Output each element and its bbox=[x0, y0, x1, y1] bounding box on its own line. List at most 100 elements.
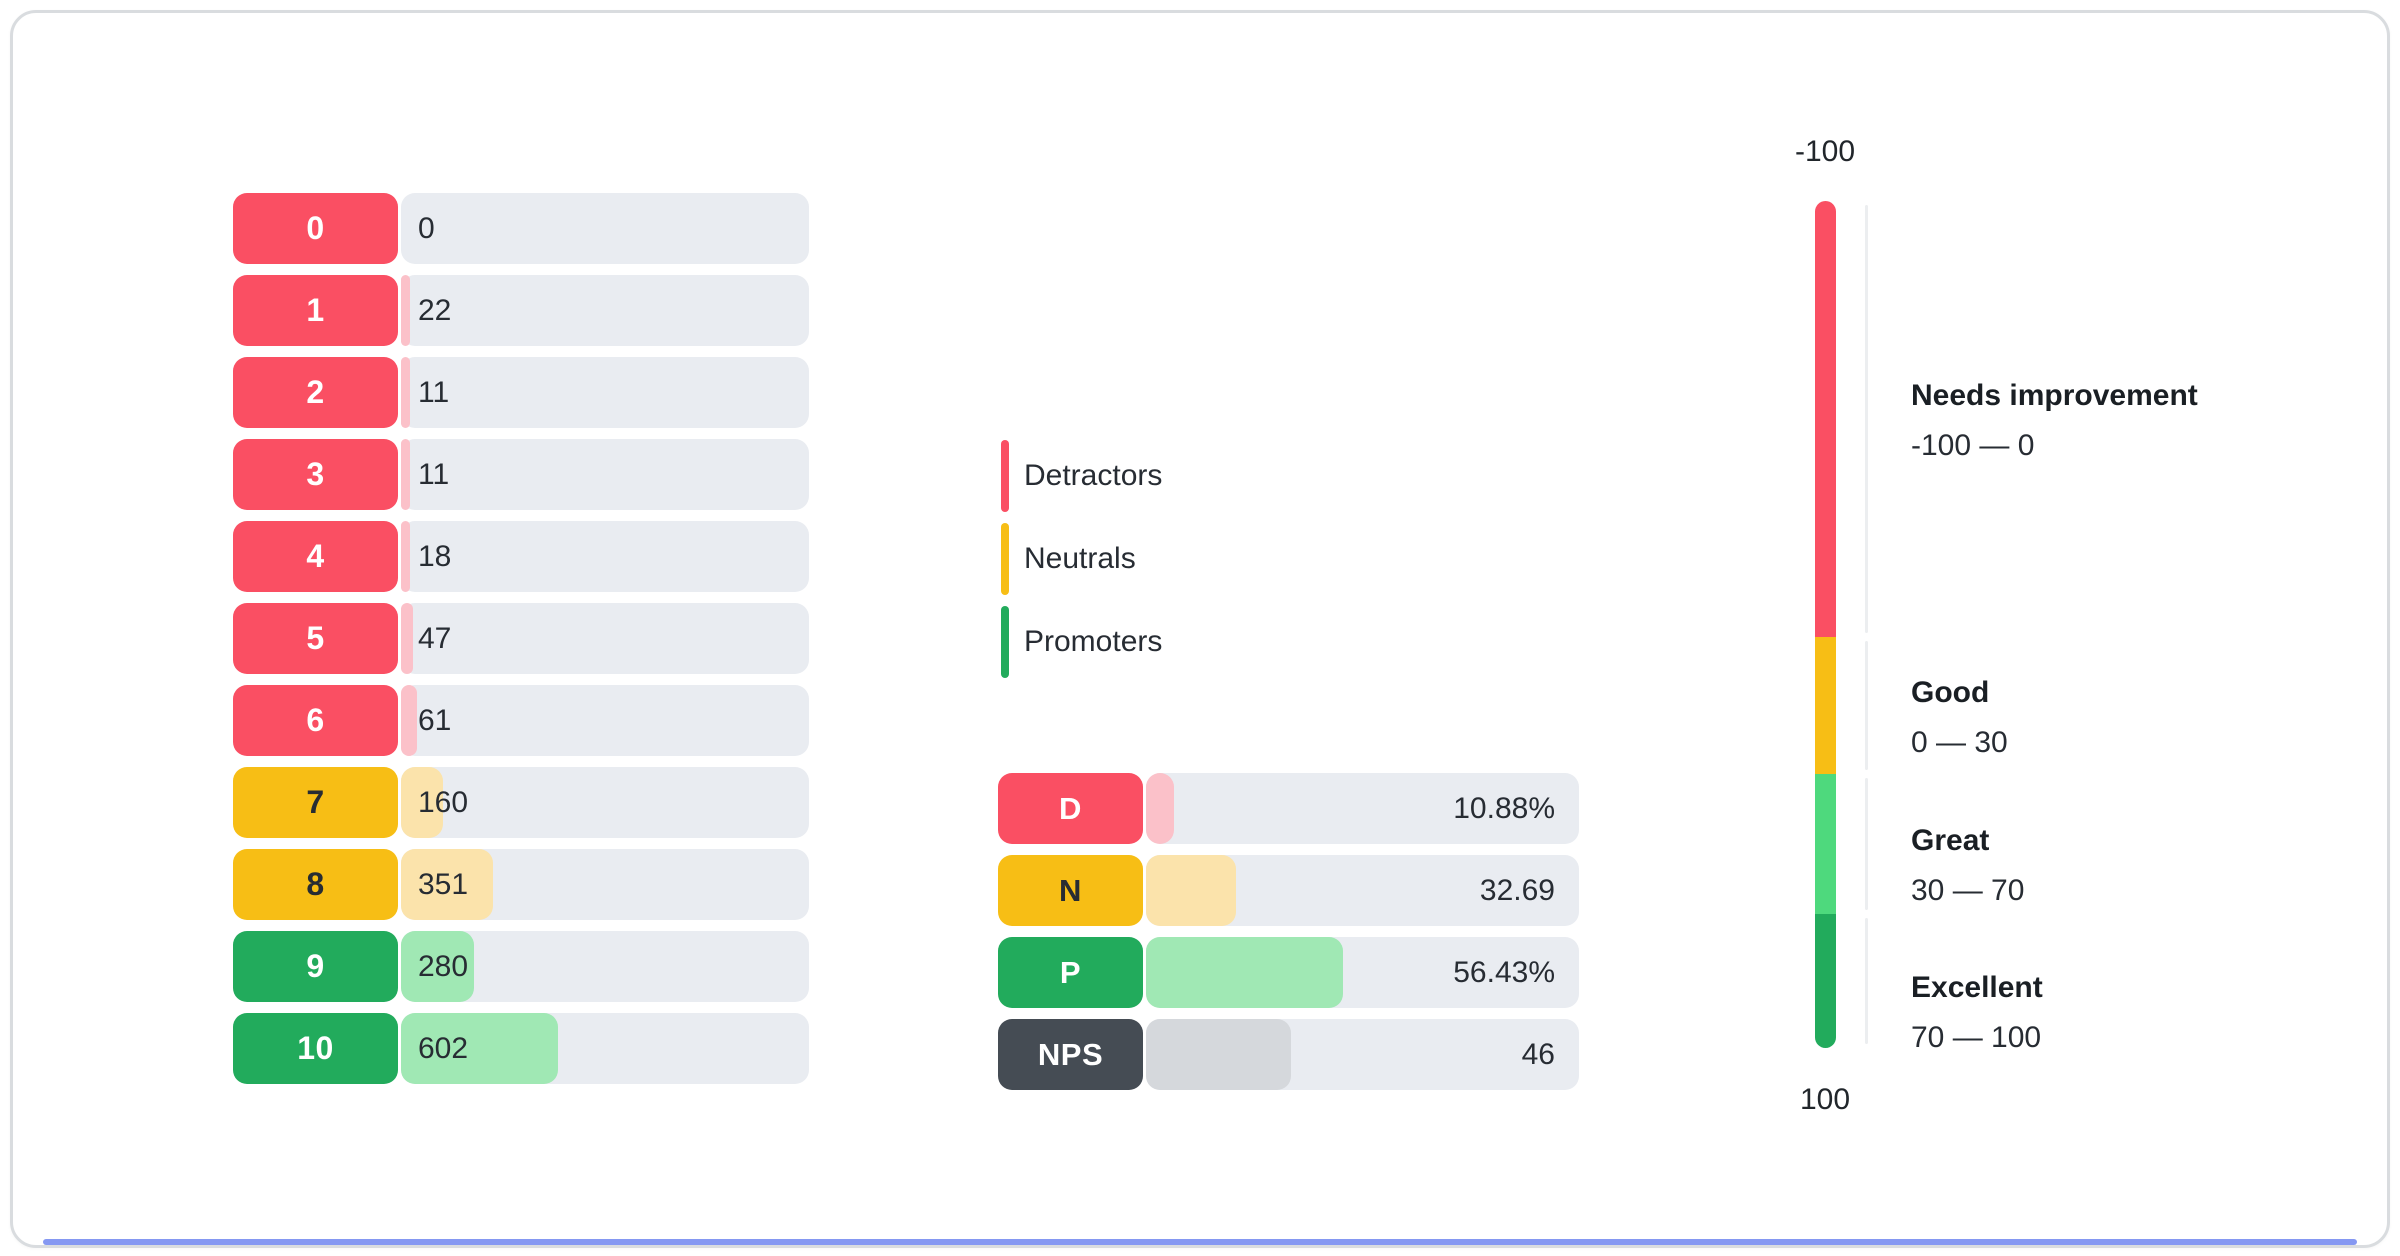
gauge-zone-range: 70 — 100 bbox=[1911, 1021, 2042, 1054]
bar-track: 11 bbox=[401, 439, 809, 510]
bar-label: 1 bbox=[233, 275, 398, 346]
gauge-zone-great bbox=[1815, 774, 1836, 915]
report-card: 0 0 1 22 2 11 3 11 4 18 5 47 6 61 7 160 8 351 9 280 10 602 De… bbox=[10, 10, 2390, 1248]
nps-gauge: -100 Needs improvement -100 — 0 Good 0 — 30… bbox=[1783, 133, 2400, 1213]
gauge-zone-label: Great 30 — 70 bbox=[1911, 824, 2024, 908]
bar-value: 10.88% bbox=[1453, 791, 1555, 825]
gauge-tick-line bbox=[1865, 778, 1868, 911]
bar-row-7: 7 160 bbox=[233, 767, 809, 838]
gauge-zone-excellent bbox=[1815, 914, 1836, 1048]
legend-item-detractor: Detractors bbox=[1001, 440, 1162, 512]
bar-track: 22 bbox=[401, 275, 809, 346]
bar-value: 18 bbox=[418, 539, 452, 573]
bar-label: 7 bbox=[233, 767, 398, 838]
legend-label: Promoters bbox=[1024, 625, 1163, 658]
bar-row-nps: NPS 46 bbox=[998, 1019, 1579, 1090]
bar-row-4: 4 18 bbox=[233, 521, 809, 592]
bar-track: 0 bbox=[401, 193, 809, 264]
nps-summary-chart: D 10.88% N 32.69 P 56.43% NPS 46 bbox=[998, 773, 1579, 1090]
bar-track: 11 bbox=[401, 357, 809, 428]
gauge-zone-range: 0 — 30 bbox=[1911, 726, 2008, 759]
gauge-zone-needs-improvement bbox=[1815, 201, 1836, 638]
bar-fill bbox=[401, 357, 410, 428]
bar-row-d: D 10.88% bbox=[998, 773, 1579, 844]
bottom-accent-line bbox=[43, 1239, 2357, 1245]
bar-value: 160 bbox=[418, 785, 469, 819]
gauge-zone-label: Needs improvement -100 — 0 bbox=[1911, 379, 2198, 463]
bar-label: 2 bbox=[233, 357, 398, 428]
gauge-tick-line bbox=[1865, 918, 1868, 1044]
bar-label: 4 bbox=[233, 521, 398, 592]
promoter-swatch-icon bbox=[1001, 606, 1009, 678]
bar-fill bbox=[1146, 855, 1237, 926]
bar-label: 0 bbox=[233, 193, 398, 264]
bar-value: 11 bbox=[418, 375, 450, 409]
bar-label: D bbox=[998, 773, 1143, 844]
gauge-max-label: 100 bbox=[1799, 1083, 1851, 1116]
gauge-zone-name: Needs improvement bbox=[1911, 379, 2198, 412]
gauge-zone-range: -100 — 0 bbox=[1911, 429, 2035, 462]
bar-track: 56.43% bbox=[1146, 937, 1579, 1008]
bar-fill bbox=[401, 439, 410, 510]
bar-label: 8 bbox=[233, 849, 398, 920]
legend: Detractors Neutrals Promoters bbox=[1001, 440, 1162, 678]
gauge-tick-line bbox=[1865, 205, 1868, 634]
gauge-bar bbox=[1815, 201, 1836, 1048]
bar-fill bbox=[401, 1013, 559, 1084]
bar-track: 47 bbox=[401, 603, 809, 674]
bar-track: 280 bbox=[401, 931, 809, 1002]
bar-fill bbox=[401, 931, 475, 1002]
bar-value: 61 bbox=[418, 703, 452, 737]
legend-label: Detractors bbox=[1024, 459, 1163, 492]
legend-item-neutral: Neutrals bbox=[1001, 523, 1162, 595]
bar-value: 47 bbox=[418, 621, 452, 655]
bar-value: 351 bbox=[418, 867, 469, 901]
bar-fill bbox=[401, 685, 417, 756]
gauge-zone-good bbox=[1815, 637, 1836, 775]
bar-row-10: 10 602 bbox=[233, 1013, 809, 1084]
bar-row-9: 9 280 bbox=[233, 931, 809, 1002]
bar-value: 46 bbox=[1521, 1037, 1555, 1071]
bar-fill bbox=[401, 521, 410, 592]
gauge-zone-name: Good bbox=[1911, 676, 1990, 709]
bar-value: 32.69 bbox=[1479, 873, 1555, 907]
bar-track: 10.88% bbox=[1146, 773, 1579, 844]
bar-track: 32.69 bbox=[1146, 855, 1579, 926]
bar-track: 351 bbox=[401, 849, 809, 920]
legend-label: Neutrals bbox=[1024, 542, 1136, 575]
bar-row-p: P 56.43% bbox=[998, 937, 1579, 1008]
bar-track: 602 bbox=[401, 1013, 809, 1084]
bar-track: 18 bbox=[401, 521, 809, 592]
bar-row-5: 5 47 bbox=[233, 603, 809, 674]
score-distribution-chart: 0 0 1 22 2 11 3 11 4 18 5 47 6 61 7 160 8 351 9 280 10 602 bbox=[233, 193, 809, 1084]
bar-value: 0 bbox=[418, 211, 435, 245]
gauge-zone-name: Great bbox=[1911, 824, 1990, 857]
bar-fill bbox=[401, 275, 410, 346]
gauge-zone-name: Excellent bbox=[1911, 971, 2043, 1004]
gauge-zone-label: Good 0 — 30 bbox=[1911, 676, 2008, 760]
gauge-zone-label: Excellent 70 — 100 bbox=[1911, 971, 2043, 1055]
detractor-swatch-icon bbox=[1001, 440, 1009, 512]
bar-value: 280 bbox=[418, 949, 469, 983]
bar-value: 11 bbox=[418, 457, 450, 491]
bar-label: 3 bbox=[233, 439, 398, 510]
bar-row-3: 3 11 bbox=[233, 439, 809, 510]
neutral-swatch-icon bbox=[1001, 523, 1009, 595]
gauge-tick-line bbox=[1865, 641, 1868, 771]
bar-fill bbox=[401, 603, 414, 674]
bar-fill bbox=[401, 767, 443, 838]
bar-value: 22 bbox=[418, 293, 452, 327]
bar-label: 10 bbox=[233, 1013, 398, 1084]
bar-value: 602 bbox=[418, 1031, 469, 1065]
bar-label: N bbox=[998, 855, 1143, 926]
legend-item-promoter: Promoters bbox=[1001, 606, 1162, 678]
bar-fill bbox=[401, 849, 493, 920]
bar-row-8: 8 351 bbox=[233, 849, 809, 920]
bar-row-n: N 32.69 bbox=[998, 855, 1579, 926]
gauge-min-label: -100 bbox=[1794, 135, 1856, 168]
bar-label: 5 bbox=[233, 603, 398, 674]
bar-fill bbox=[1146, 937, 1343, 1008]
bar-track: 160 bbox=[401, 767, 809, 838]
bar-label: 6 bbox=[233, 685, 398, 756]
